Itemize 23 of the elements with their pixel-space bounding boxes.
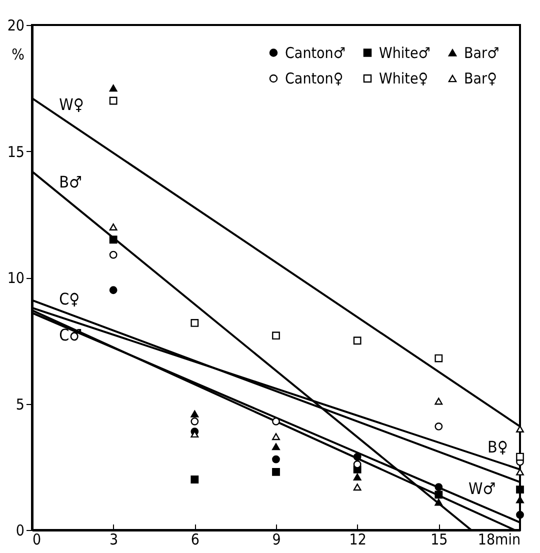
- x-tick-label: 18min: [478, 530, 520, 548]
- x-tick-label: 3: [110, 530, 118, 548]
- legend-label: White♀: [379, 70, 428, 88]
- y-tick-label: 10: [7, 269, 24, 287]
- x-tick-label: 9: [272, 530, 281, 548]
- x-tick-label: 15: [430, 530, 448, 548]
- legend-label: White♂: [379, 44, 430, 62]
- y-tick-label: 5: [16, 395, 24, 414]
- legend-label: Canton♂: [285, 44, 346, 62]
- annotation: W♂: [468, 479, 496, 498]
- x-tick-label: 6: [190, 530, 200, 548]
- annotation: B♂: [59, 172, 82, 192]
- annotation: C♀: [59, 289, 80, 308]
- x-tick-label: 0: [32, 530, 42, 548]
- legend-label: Bar♀: [464, 70, 497, 88]
- y-tick-label: 15: [7, 142, 24, 161]
- y-axis-title: %: [12, 46, 25, 64]
- x-tick-label: 12: [349, 530, 366, 548]
- annotation: B♀: [487, 438, 508, 457]
- legend-label: Bar♂: [464, 44, 500, 62]
- legend-label: Canton♀: [285, 70, 344, 88]
- annotation: W♀: [59, 94, 84, 114]
- y-tick-label: 20: [7, 16, 24, 34]
